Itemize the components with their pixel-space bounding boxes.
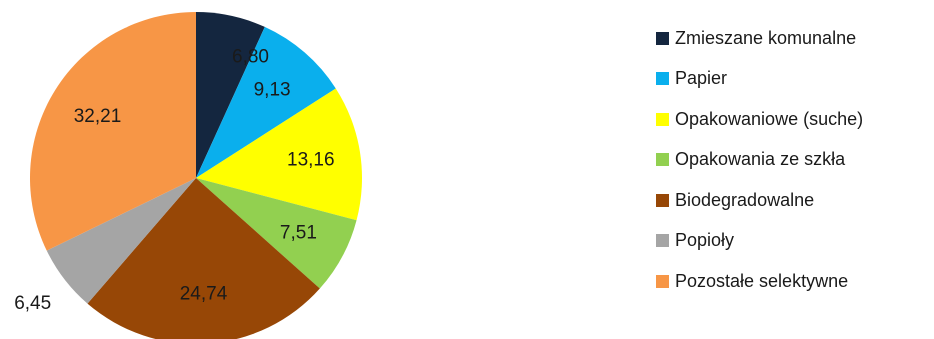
data-label-pozostale-selektywne: 32,21 — [74, 106, 122, 127]
legend-label: Pozostałe selektywne — [675, 270, 849, 291]
legend-swatch — [656, 193, 669, 207]
legend-item-opakowania-ze-szkla: Opakowania ze szkła — [656, 140, 863, 181]
data-label-biodegradowalne: 24,74 — [180, 284, 228, 305]
data-label-papier: 9,13 — [254, 80, 291, 101]
legend-swatch — [656, 31, 669, 45]
chart-legend: Zmieszane komunalne Papier Opakowaniowe … — [656, 18, 863, 302]
legend-label: Papier — [675, 68, 728, 89]
legend-label: Zmieszane komunalne — [675, 27, 857, 48]
legend-swatch — [656, 234, 669, 248]
legend-label: Popioły — [675, 230, 735, 251]
legend-swatch — [656, 153, 669, 167]
legend-label: Biodegradowalne — [675, 189, 815, 210]
legend-swatch — [656, 112, 669, 126]
legend-label: Opakowania ze szkła — [675, 149, 846, 170]
legend-swatch — [656, 72, 669, 86]
pie-slice-opakowania-ze-szkla — [196, 178, 357, 289]
legend-item-papier: Papier — [656, 59, 863, 100]
legend-swatch — [656, 274, 669, 288]
data-label-popioly: 6,45 — [14, 293, 51, 314]
data-label-opakowaniowe-suche: 13,16 — [287, 149, 335, 170]
pie-slice-opakowaniowe-suche — [196, 88, 363, 221]
pie-data-labels: 6,80 9,13 13,16 7,51 24,74 6,45 32,21 — [14, 46, 334, 314]
pie-slice-popioly — [46, 178, 196, 304]
pie-slice-zmieszane-komunalne — [196, 12, 265, 178]
legend-label: Opakowaniowe (suche) — [675, 108, 864, 129]
pie-slices — [29, 12, 363, 339]
pie-slice-biodegradowalne — [87, 178, 320, 339]
data-label-zmieszane-komunalne: 6,80 — [232, 46, 269, 67]
pie-slice-pozostale-selektywne — [29, 12, 197, 251]
data-label-opakowania-ze-szkla: 7,51 — [280, 223, 317, 244]
legend-item-popioly: Popioły — [656, 221, 863, 262]
legend-item-opakowaniowe-suche: Opakowaniowe (suche) — [656, 99, 863, 140]
legend-item-biodegradowalne: Biodegradowalne — [656, 180, 863, 221]
pie-slice-papier — [196, 26, 336, 179]
legend-item-zmieszane-komunalne: Zmieszane komunalne — [656, 18, 863, 59]
legend-item-pozostale-selektywne: Pozostałe selektywne — [656, 261, 863, 302]
